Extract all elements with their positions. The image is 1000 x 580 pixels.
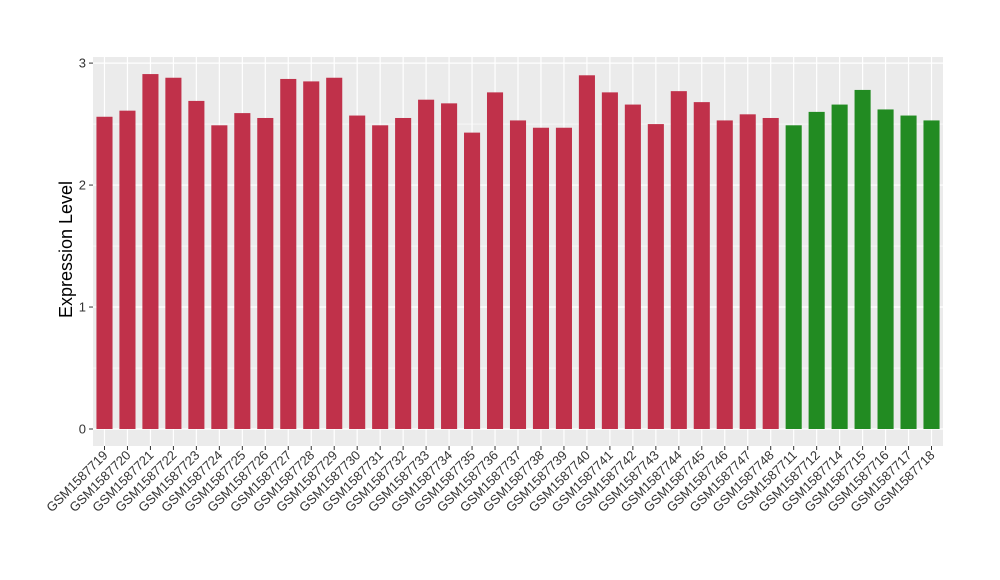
bar-GSM1587719 [96, 116, 113, 430]
bar-GSM1587743 [647, 124, 664, 429]
y-tick-label: 2 [79, 178, 86, 193]
bar-GSM1587747 [739, 114, 756, 430]
bar-GSM1587736 [486, 92, 504, 430]
bar-GSM1587746 [716, 120, 733, 430]
bar-GSM1587727 [280, 78, 297, 429]
bar-GSM1587729 [326, 77, 343, 429]
bar-GSM1587740 [578, 75, 595, 430]
bar-GSM1587744 [670, 91, 687, 429]
bar-GSM1587745 [693, 102, 710, 429]
bars [96, 74, 940, 430]
bar-GSM1587733 [418, 99, 435, 429]
bar-GSM1587748 [762, 117, 779, 429]
bar-GSM1587734 [441, 103, 458, 430]
bar-GSM1587731 [372, 125, 389, 429]
bar-GSM1587725 [234, 113, 251, 429]
bar-GSM1587728 [303, 81, 320, 430]
bar-GSM1587735 [464, 132, 481, 429]
y-axis: 0 1 2 3 [79, 56, 93, 437]
bar-GSM1587717 [900, 115, 917, 430]
x-axis: GSM1587719GSM1587720GSM1587721GSM1587722… [43, 446, 938, 515]
bar-GSM1587716 [877, 109, 894, 430]
bar-GSM1587711 [785, 125, 802, 429]
bar-GSM1587739 [555, 127, 572, 430]
bar-GSM1587737 [509, 120, 527, 430]
bar-GSM1587738 [532, 127, 550, 430]
bar-GSM1587723 [188, 100, 205, 429]
bar-GSM1587726 [257, 117, 274, 429]
y-tick-label: 1 [79, 300, 86, 315]
bar-GSM1587741 [601, 92, 618, 430]
bar-GSM1587715 [854, 89, 871, 429]
bar-GSM1587730 [349, 115, 366, 430]
y-tick-label: 0 [79, 422, 86, 437]
bar-GSM1587742 [624, 104, 641, 430]
bar-GSM1587732 [395, 117, 412, 429]
bar-GSM1587721 [142, 74, 159, 429]
bar-GSM1587712 [808, 111, 825, 429]
bar-GSM1587714 [831, 104, 848, 430]
y-axis-title: Expression Level [56, 181, 76, 318]
bar-GSM1587720 [119, 110, 136, 429]
bar-GSM1587724 [211, 125, 228, 429]
y-tick-label: 3 [79, 56, 86, 71]
bar-GSM1587722 [165, 77, 182, 429]
bar-GSM1587718 [923, 120, 940, 430]
